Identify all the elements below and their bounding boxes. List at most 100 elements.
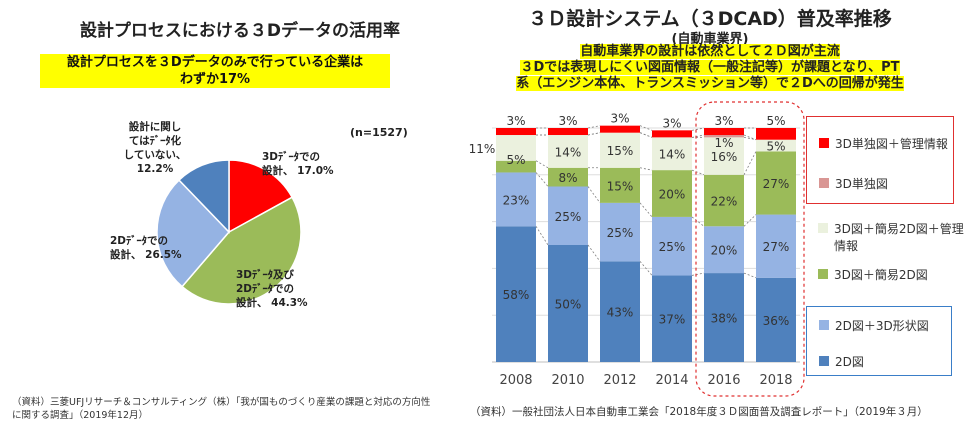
series-connector (743, 151, 757, 175)
data-label-2012-0: 43% (607, 306, 634, 320)
x-tick-label-2008: 2008 (499, 373, 532, 388)
legend-label: 3D単独図＋管理情報 (835, 137, 948, 151)
data-label-2014-5: 3% (662, 116, 681, 130)
data-label-2018-3: 5% (766, 140, 785, 154)
pie-slice-label-3: 設計に関してはﾃﾞｰﾀ化していない、 12.2% (124, 120, 187, 175)
x-tick-label-2014: 2014 (655, 373, 688, 388)
bar-segment-2012-1 (600, 202, 640, 262)
legend-label: 3D図＋簡易2D図＋管理情報 (834, 222, 964, 253)
x-tick-label-2012: 2012 (603, 373, 636, 388)
data-label-2010-0: 50% (555, 298, 582, 312)
data-label-2010-2: 8% (558, 171, 577, 185)
legend-label: 3D図＋簡易2D図 (834, 268, 928, 282)
data-label-2012-1: 25% (607, 226, 634, 240)
bar-segment-2014-1 (652, 216, 692, 276)
series-connector (743, 136, 757, 141)
bar-segment-2012-2 (600, 167, 640, 203)
bar-segment-2008-3 (496, 135, 536, 161)
bar-subtitle-line2: ３Dでは表現しにくい図面情報（一般注記等）が課題となり、PT (520, 60, 900, 75)
series-connector (639, 202, 653, 218)
data-label-2016-4: 1% (714, 136, 733, 150)
legend-label: 2D図＋3D形状図 (835, 319, 929, 333)
data-label-2018-0: 36% (763, 314, 790, 328)
bar-source-note: （資料）一般社団法人日本自動車工業会「2018年度３Ｄ図面普及調査レポート」（2… (470, 406, 928, 418)
bar-segment-2014-2 (652, 170, 692, 217)
series-connector (587, 132, 601, 136)
bar-segment-2008-5 (496, 128, 536, 136)
data-label-2008-1: 23% (503, 193, 530, 207)
data-label-2014-1: 25% (659, 240, 686, 254)
legend-item: 3D図＋簡易2D図 (818, 266, 928, 283)
pie-slice-0 (228, 159, 294, 234)
data-label-2016-0: 38% (711, 312, 738, 326)
legend-label: 2D図 (835, 355, 864, 369)
data-label-2014-0: 37% (659, 313, 686, 327)
bar-subtitle-line3: 系（エンジン本体、トランスミッション等）で２Dへの回帰が発生 (516, 76, 904, 91)
highlight-frame (695, 101, 805, 397)
data-label-2012-5: 3% (610, 112, 629, 126)
legend-swatch (819, 138, 829, 148)
pie-chart-subtitle: 設計プロセスを３Dデータのみで行っている企業は わずか17% (40, 54, 390, 88)
bar-segment-2016-0 (704, 273, 744, 362)
bar-segment-2016-5 (704, 128, 744, 136)
bar-subtitle-line1: 自動車業界の設計は依然として２Ｄ図が主流 (580, 44, 840, 59)
legend-item: 2D図＋3D形状図 (819, 317, 929, 334)
bar-segment-2016-2 (704, 174, 744, 227)
series-connector (535, 172, 549, 187)
legend-swatch (819, 356, 829, 366)
legend-item: 3D図＋簡易2D図＋管理情報 (818, 220, 968, 254)
series-connector (639, 132, 653, 138)
bar-segment-2012-0 (600, 261, 640, 362)
bar-segment-2012-3 (600, 132, 640, 168)
bar-segment-2014-0 (652, 275, 692, 362)
legend-group-3d-simple: 3D図＋簡易2D図＋管理情報 3D図＋簡易2D図 (806, 210, 976, 300)
legend-group-3d-only: 3D単独図＋管理情報 3D単独図 (806, 116, 954, 204)
bar-segment-2018-1 (756, 214, 796, 278)
series-connector (743, 214, 757, 227)
data-label-2010-5: 3% (558, 114, 577, 128)
pie-slice-label-1: 3Dﾃﾞｰﾀ及び 2Dﾃﾞｰﾀでの設計、 44.3% (236, 268, 308, 309)
legend-group-2d: 2D図＋3D形状図 2D図 (806, 306, 952, 376)
data-label-2012-3: 15% (607, 144, 634, 158)
data-label-2008-2: 5% (506, 153, 525, 167)
data-label-2010-1: 25% (555, 210, 582, 224)
pie-slice-2 (156, 179, 231, 288)
legend-item: 2D図 (819, 353, 864, 370)
data-label-2016-2: 22% (711, 195, 738, 209)
data-label-2008-0: 58% (503, 288, 530, 302)
series-connector (587, 244, 601, 262)
bar-segment-2012-5 (600, 125, 640, 133)
pie-source-line1: （資料）三菱UFJリサーチ＆コンサルティング（株）「我が国ものづくり産業の課題と… (12, 397, 431, 408)
pie-slice-label-0: 3Dﾃﾞｰﾀでの設計、 17.0% (262, 150, 334, 177)
bar-segment-2010-3 (548, 135, 588, 168)
bar-segment-2010-2 (548, 167, 588, 187)
series-connector (587, 186, 601, 204)
pie-slice-1 (181, 196, 302, 305)
legend-label: 3D単独図 (835, 177, 888, 191)
bar-segment-2008-1 (496, 172, 536, 227)
series-connector (743, 272, 757, 279)
bar-segment-2014-5 (652, 130, 692, 138)
data-label-2016-3: 16% (711, 150, 738, 164)
pie-subtitle-line1: 設計プロセスを３Dデータのみで行っている企業は (66, 55, 364, 70)
pie-source-note: （資料）三菱UFJリサーチ＆コンサルティング（株）「我が国ものづくり産業の課題と… (12, 396, 442, 422)
data-label-2016-5: 3% (714, 114, 733, 128)
bar-segment-2016-4 (704, 135, 744, 138)
bar-segment-2018-3 (756, 139, 796, 152)
x-tick-label-2018: 2018 (759, 373, 792, 388)
bar-segment-2018-2 (756, 151, 796, 215)
pie-chart: 3Dﾃﾞｰﾀでの設計、 17.0% 3Dﾃﾞｰﾀ及び 2Dﾃﾞｰﾀでの設計、 44.… (110, 120, 334, 309)
bar-segment-2010-1 (548, 186, 588, 245)
x-tick-label-2010: 2010 (551, 373, 584, 388)
bar-segment-2008-2 (496, 160, 536, 173)
data-label-2008-5: 3% (506, 114, 525, 128)
data-label-2018-2: 27% (763, 177, 790, 191)
data-label-2012-2: 15% (607, 179, 634, 193)
series-connector (535, 160, 549, 169)
series-connector (639, 167, 653, 171)
bar-segment-2008-0 (496, 226, 536, 362)
bar-segment-2018-0 (756, 277, 796, 362)
series-connector (691, 169, 705, 176)
series-connector (535, 226, 549, 246)
pie-subtitle-line2: わずか17% (179, 72, 251, 87)
